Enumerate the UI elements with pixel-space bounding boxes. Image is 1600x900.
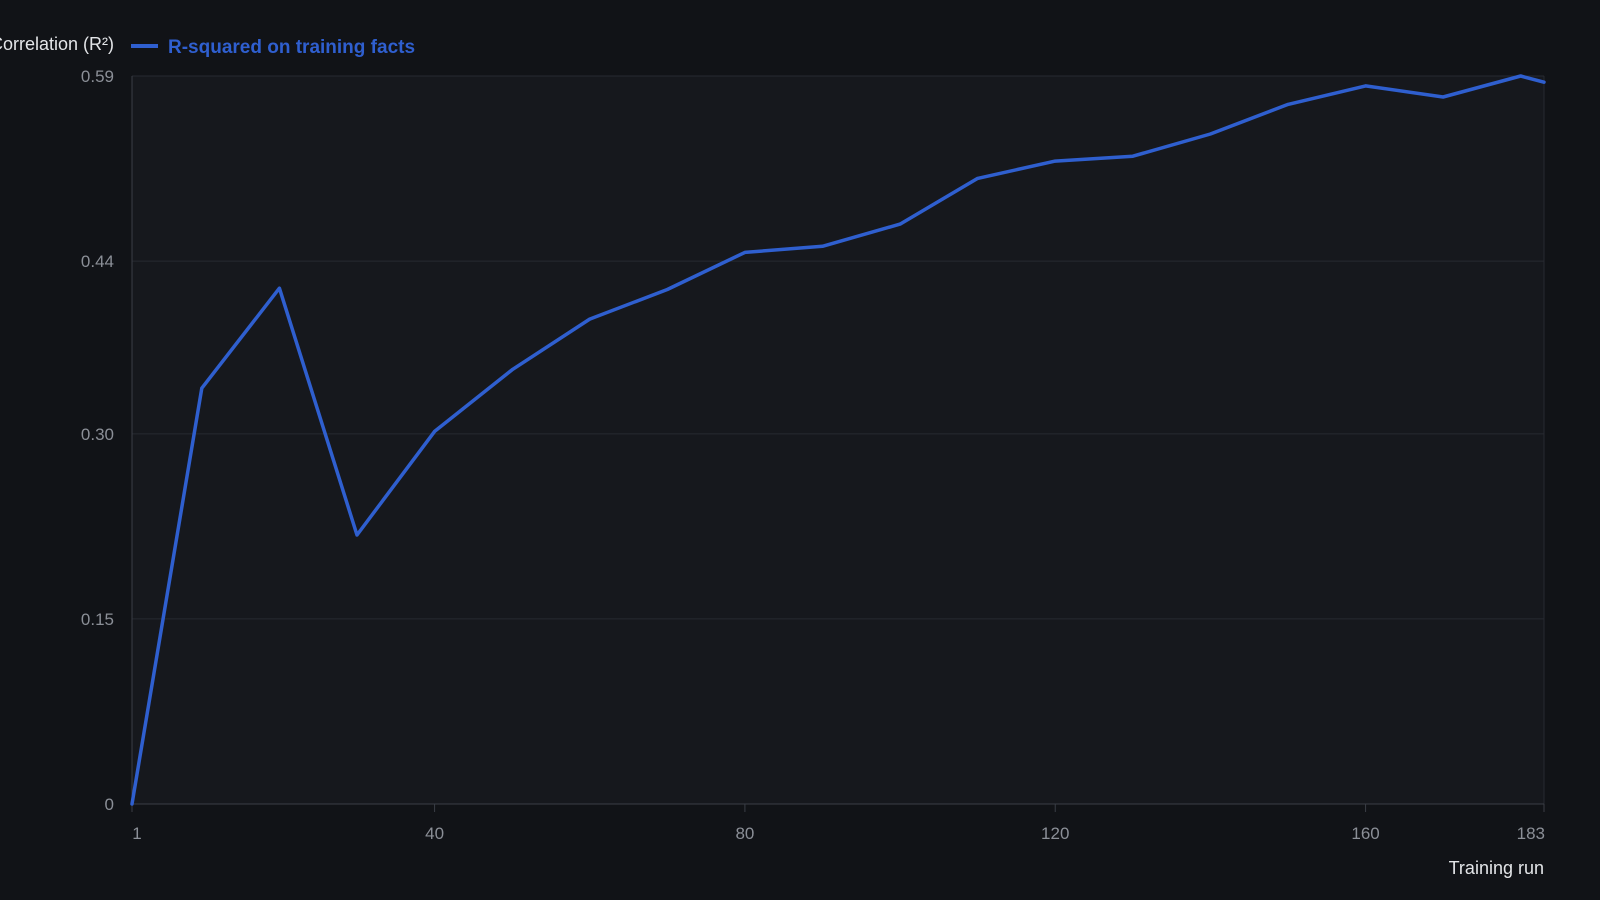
x-tick-label: 183 <box>1517 824 1545 843</box>
legend-label: R-squared on training facts <box>168 37 415 58</box>
x-tick-label: 40 <box>425 824 444 843</box>
series-layer <box>130 74 1546 806</box>
axes: 0 0.15 0.30 0.44 0.59 1 40 80 120 160 183 <box>81 67 1545 843</box>
y-tick-label: 0.30 <box>81 425 114 444</box>
data-point <box>510 368 514 372</box>
y-tick-label: 0.59 <box>81 67 114 86</box>
data-point <box>1364 84 1368 88</box>
data-point <box>1053 159 1057 163</box>
data-point <box>130 802 134 806</box>
data-point <box>1441 95 1445 99</box>
x-tick-label: 160 <box>1351 824 1379 843</box>
plot-area <box>132 76 1544 804</box>
data-point <box>1131 154 1135 158</box>
data-point <box>1208 132 1212 136</box>
data-point <box>200 386 204 390</box>
grid-lines <box>132 75 1545 804</box>
x-tick-label: 1 <box>132 824 141 843</box>
data-point <box>976 176 980 180</box>
y-tick-label: 0.44 <box>81 252 114 271</box>
data-point <box>355 533 359 537</box>
y-tick-label: 0 <box>105 795 114 814</box>
data-point <box>898 222 902 226</box>
data-point <box>820 244 824 248</box>
data-point <box>277 286 281 290</box>
x-axis-title: Training run <box>1449 858 1544 878</box>
series-line <box>130 74 1546 806</box>
x-tick-label: 80 <box>735 824 754 843</box>
y-tick-label: 0.15 <box>81 610 114 629</box>
data-point <box>1542 80 1546 84</box>
data-point <box>1286 102 1290 106</box>
data-point <box>743 250 747 254</box>
data-point <box>588 317 592 321</box>
data-point <box>1519 74 1523 78</box>
legend: R-squared on training facts <box>131 37 415 58</box>
data-point <box>665 287 669 291</box>
y-axis-title: Correlation (R²) <box>0 34 114 54</box>
data-point <box>433 429 437 433</box>
x-tick-label: 120 <box>1041 824 1069 843</box>
